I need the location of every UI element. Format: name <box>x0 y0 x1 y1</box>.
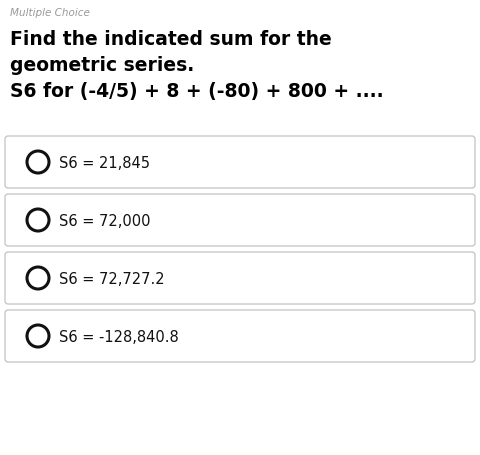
Text: S6 = 72,000: S6 = 72,000 <box>59 213 151 228</box>
Text: Multiple Choice: Multiple Choice <box>10 8 90 18</box>
Text: S6 = 21,845: S6 = 21,845 <box>59 155 150 170</box>
FancyBboxPatch shape <box>5 253 475 304</box>
Text: S6 for (-4/5) + 8 + (-80) + 800 + ....: S6 for (-4/5) + 8 + (-80) + 800 + .... <box>10 82 384 101</box>
FancyBboxPatch shape <box>5 195 475 247</box>
Text: Find the indicated sum for the: Find the indicated sum for the <box>10 30 332 49</box>
Circle shape <box>27 210 49 232</box>
Circle shape <box>27 325 49 347</box>
Text: geometric series.: geometric series. <box>10 56 194 75</box>
FancyBboxPatch shape <box>5 136 475 188</box>
Text: S6 = 72,727.2: S6 = 72,727.2 <box>59 271 165 286</box>
Circle shape <box>27 152 49 174</box>
Text: S6 = -128,840.8: S6 = -128,840.8 <box>59 329 179 344</box>
FancyBboxPatch shape <box>5 310 475 362</box>
Circle shape <box>27 268 49 289</box>
